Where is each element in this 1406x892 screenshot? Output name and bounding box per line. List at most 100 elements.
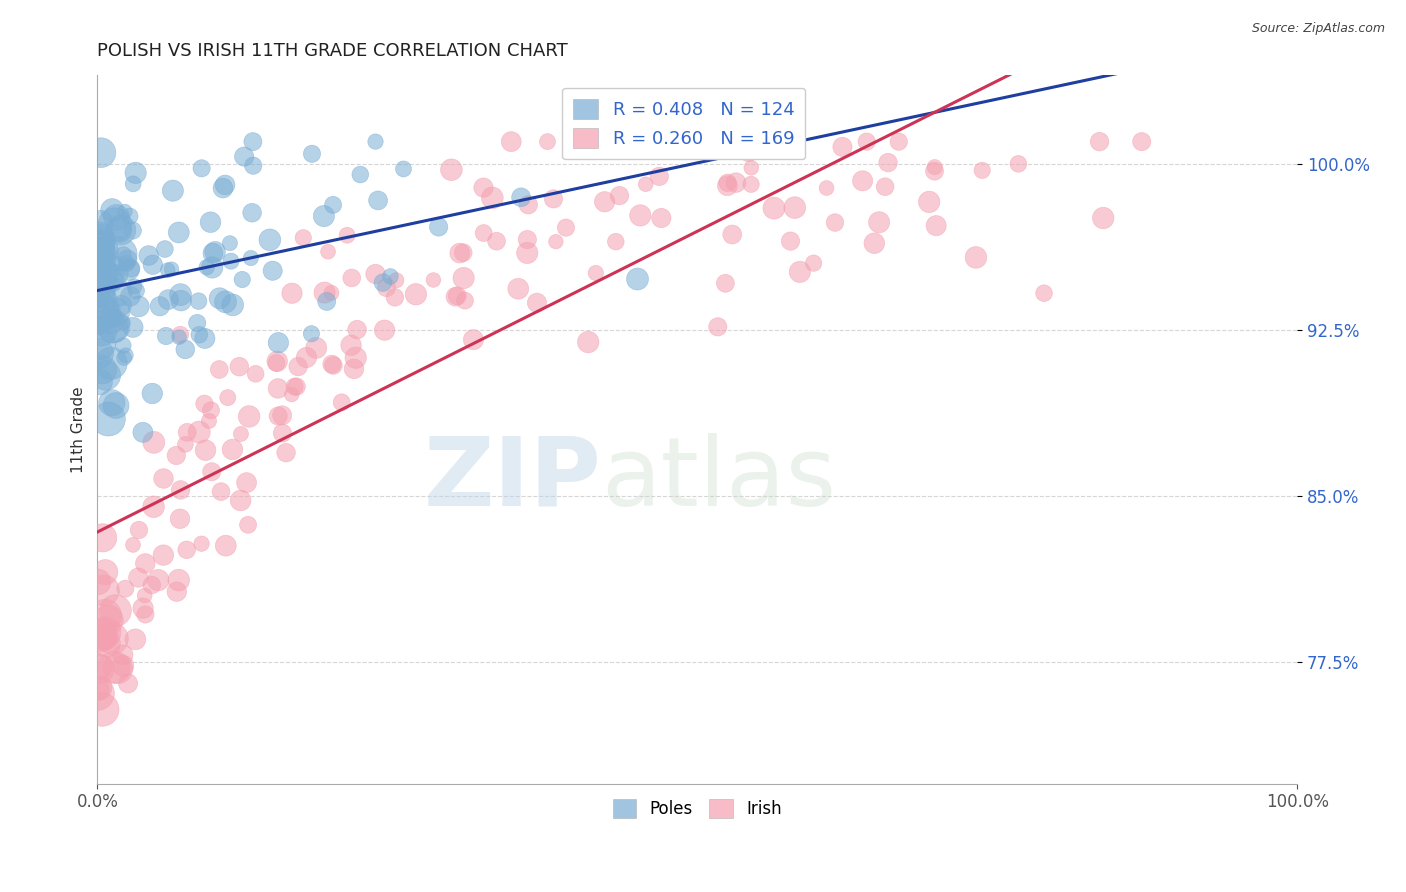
Point <box>90 267 112 281</box>
Point <box>90 215 112 229</box>
Point <box>259 233 281 247</box>
Point <box>214 178 236 192</box>
Point <box>89 248 111 262</box>
Point <box>132 425 155 440</box>
Point <box>114 204 136 219</box>
Point <box>714 277 737 291</box>
Point <box>188 327 211 342</box>
Point <box>97 613 120 627</box>
Point <box>152 471 174 485</box>
Point <box>90 246 112 260</box>
Point <box>165 449 187 463</box>
Point <box>510 190 533 204</box>
Point <box>544 235 567 249</box>
Point <box>120 289 142 303</box>
Point <box>733 135 755 149</box>
Point <box>740 161 762 175</box>
Point <box>94 632 117 646</box>
Point <box>142 435 165 450</box>
Point <box>200 403 222 417</box>
Point <box>340 271 363 285</box>
Point <box>110 298 132 312</box>
Point <box>271 409 294 423</box>
Point <box>204 244 226 259</box>
Point <box>485 234 508 248</box>
Point <box>239 251 262 265</box>
Point <box>803 256 825 270</box>
Point <box>877 155 900 169</box>
Point <box>194 443 217 458</box>
Point <box>93 583 115 598</box>
Point <box>89 681 111 695</box>
Point <box>167 573 190 587</box>
Point <box>707 319 730 334</box>
Point <box>868 215 890 229</box>
Point <box>87 240 110 254</box>
Point <box>124 632 146 647</box>
Point <box>1033 286 1056 301</box>
Point <box>201 465 224 479</box>
Point <box>193 397 215 411</box>
Point <box>89 233 111 247</box>
Point <box>208 362 231 376</box>
Point <box>349 168 371 182</box>
Point <box>190 161 212 176</box>
Point <box>783 201 806 215</box>
Point <box>91 702 114 716</box>
Point <box>212 181 235 195</box>
Point <box>1130 135 1153 149</box>
Legend: Poles, Irish: Poles, Irish <box>606 792 789 825</box>
Point <box>112 648 135 662</box>
Point <box>174 343 197 357</box>
Point <box>112 247 135 261</box>
Point <box>162 184 184 198</box>
Point <box>463 333 485 347</box>
Point <box>852 174 875 188</box>
Point <box>115 256 138 270</box>
Y-axis label: 11th Grade: 11th Grade <box>72 386 86 473</box>
Point <box>155 329 177 343</box>
Point <box>875 179 897 194</box>
Point <box>924 164 946 178</box>
Point <box>292 231 315 245</box>
Point <box>274 445 297 459</box>
Point <box>128 300 150 314</box>
Point <box>142 500 165 514</box>
Point <box>231 272 253 286</box>
Point <box>114 582 136 596</box>
Point <box>287 359 309 374</box>
Point <box>167 330 190 344</box>
Point <box>169 327 191 342</box>
Point <box>219 236 242 251</box>
Point <box>321 285 343 300</box>
Point <box>238 409 260 424</box>
Point <box>91 362 114 376</box>
Point <box>301 146 323 161</box>
Point <box>422 273 444 287</box>
Point <box>1092 211 1115 225</box>
Point <box>863 236 886 251</box>
Point <box>322 359 344 373</box>
Point <box>86 239 108 253</box>
Point <box>152 548 174 562</box>
Point <box>87 346 110 360</box>
Point <box>364 135 387 149</box>
Point <box>134 607 156 622</box>
Point <box>316 244 339 259</box>
Point <box>789 265 811 279</box>
Point <box>285 379 308 393</box>
Point <box>105 211 128 225</box>
Point <box>132 601 155 615</box>
Point <box>312 209 335 223</box>
Point <box>94 267 117 281</box>
Point <box>89 252 111 267</box>
Point <box>141 386 163 401</box>
Point <box>716 178 738 193</box>
Point <box>94 565 117 579</box>
Point <box>427 219 450 234</box>
Point <box>195 260 218 275</box>
Point <box>965 251 987 265</box>
Point <box>762 201 785 215</box>
Point <box>117 252 139 267</box>
Point <box>367 194 389 208</box>
